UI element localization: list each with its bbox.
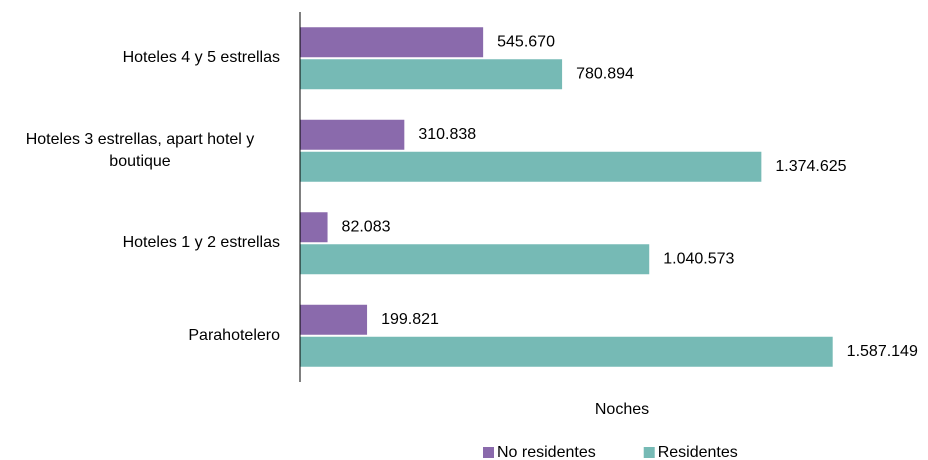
bar: [300, 151, 762, 182]
data-label: 1.040.573: [663, 250, 734, 267]
x-axis-title: Noches: [595, 401, 649, 418]
bar: [300, 336, 833, 367]
bar: [300, 304, 368, 335]
legend-label: No residentes: [497, 444, 596, 460]
y-tick-label: Hoteles 1 y 2 estrellas: [122, 234, 280, 252]
legend-swatch: [643, 447, 655, 458]
data-label: 310.838: [418, 126, 476, 143]
bar: [300, 59, 563, 90]
legend-swatch: [483, 447, 494, 458]
y-tick-label: Parahotelero: [188, 326, 280, 344]
data-label: 199.821: [381, 311, 439, 328]
y-tick-label: Hoteles 3 estrellas, apart hotel y bouti…: [25, 130, 255, 170]
bar: [300, 119, 405, 150]
bar: [300, 27, 484, 58]
data-label: 1.374.625: [775, 158, 846, 175]
data-label: 780.894: [576, 65, 634, 82]
data-label: 1.587.149: [847, 343, 918, 360]
bar: [300, 212, 328, 243]
data-label: 545.670: [497, 33, 555, 50]
y-tick-label: Hoteles 4 y 5 estrellas: [122, 49, 280, 67]
legend-label: Residentes: [658, 444, 738, 460]
data-label: 82.083: [342, 218, 391, 235]
bar: [300, 244, 650, 275]
